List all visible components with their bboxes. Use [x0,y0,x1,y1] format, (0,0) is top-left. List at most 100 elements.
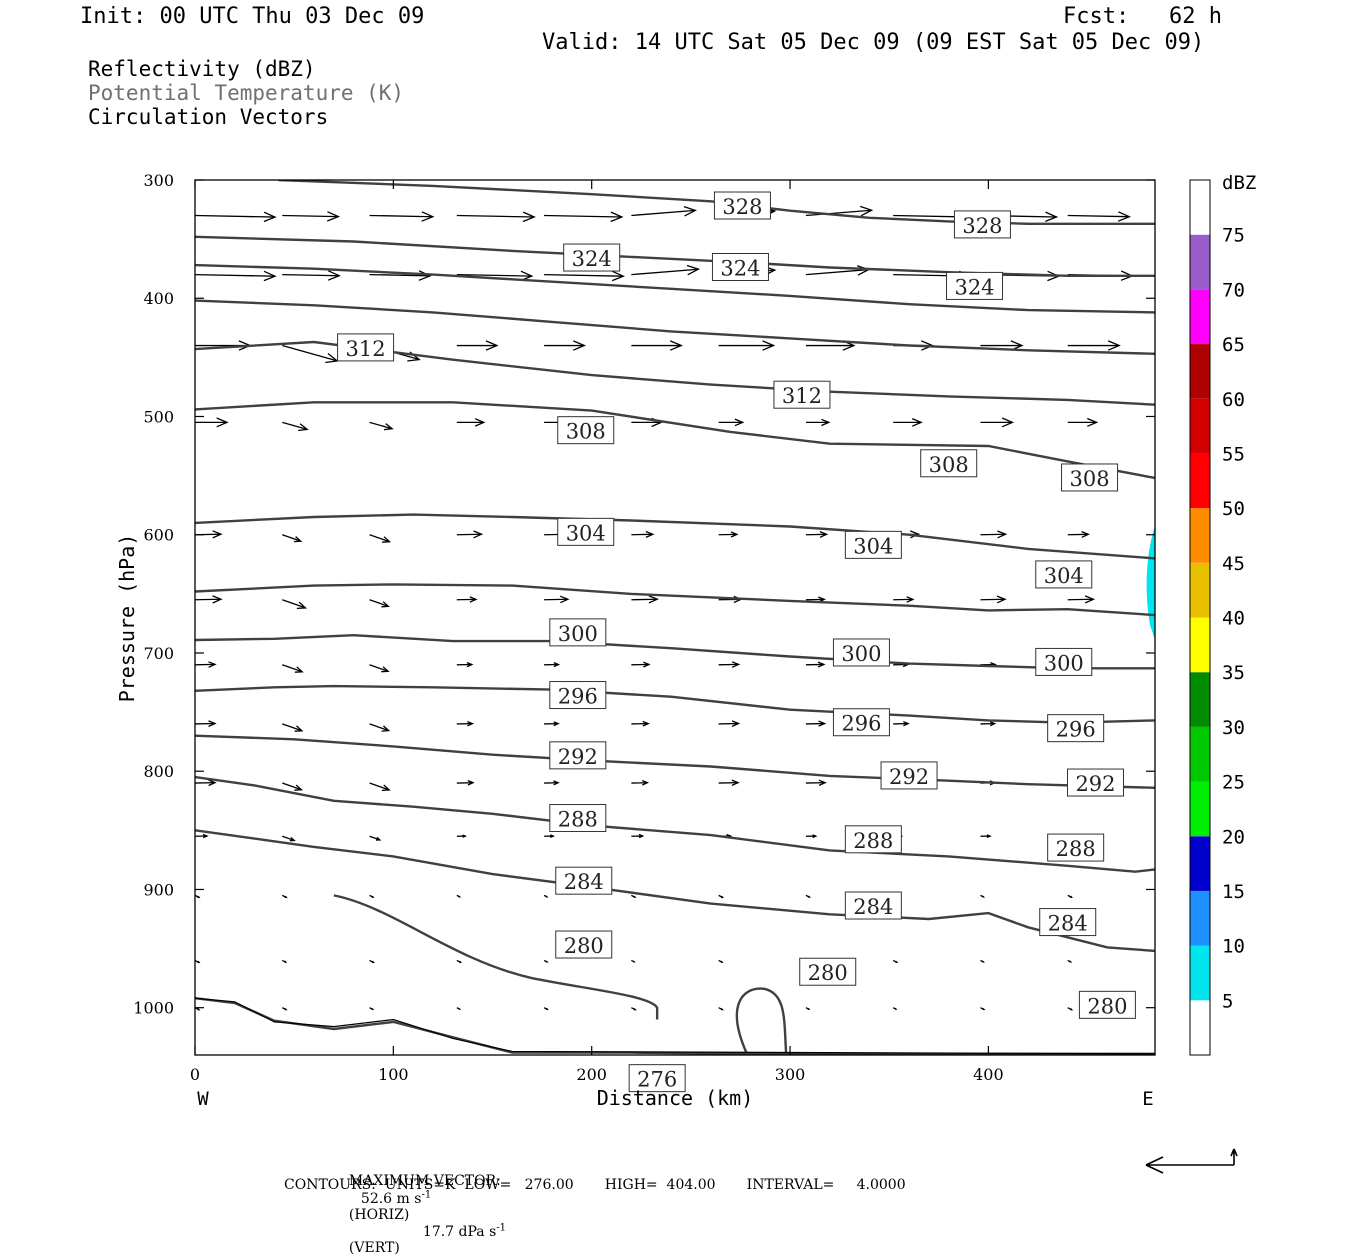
y-tick-label: 800 [143,762,174,781]
colorbar-level-label: 75 [1222,225,1245,247]
y-tick-label: 1000 [133,999,174,1018]
colorbar-level-label: 5 [1222,990,1233,1012]
colorbar-level-label: 15 [1222,881,1245,903]
vector-shaft [195,275,275,277]
contour-label-328: 328 [954,211,1010,238]
vector-shaft [282,346,337,361]
vector-shaft [1068,215,1130,216]
contour-label-288: 288 [1048,834,1104,861]
contour-label-328: 328 [714,192,770,219]
x-tick-label: 300 [775,1065,806,1084]
y-tick-label: 700 [143,644,174,663]
colorbar-unit: dBZ [1222,172,1256,194]
contour-label-296: 296 [833,709,889,736]
svg-text:284: 284 [564,870,604,894]
max-horiz-value: 52.6 m s-1 [361,1191,431,1207]
contour-label-324: 324 [947,272,1003,299]
vector-shaft [980,534,1005,535]
svg-text:300: 300 [841,642,881,666]
svg-text:288: 288 [853,829,893,853]
vector-shaft [282,600,305,608]
svg-text:328: 328 [722,195,762,219]
colorbar-swatch [1190,618,1210,673]
contour-label-300: 300 [1036,648,1092,675]
svg-text:324: 324 [572,247,612,271]
svg-text:300: 300 [1044,651,1084,675]
svg-text:280: 280 [564,934,604,958]
colorbar-swatch [1190,727,1210,782]
contour-label-308: 308 [558,417,614,444]
svg-text:308: 308 [1069,467,1109,491]
y-tick-label: 400 [143,289,174,308]
theta-contour-280 [195,830,1155,951]
contour-label-308: 308 [921,450,977,477]
colorbar-swatch [1190,563,1210,618]
y-axis-label: Pressure (hPa) [115,534,139,703]
contour-label-300: 300 [550,619,606,646]
reference-arrow-vertical [1231,1149,1237,1165]
contour-label-280: 280 [1079,991,1135,1018]
contour-label-284: 284 [556,867,612,894]
colorbar-level-label: 25 [1222,772,1245,794]
x-tick-label: 400 [973,1065,1004,1084]
x-tick-label: 0 [190,1065,200,1084]
contour-label-284: 284 [845,892,901,919]
svg-text:288: 288 [558,808,598,832]
svg-text:300: 300 [558,622,598,646]
y-tick-label: 900 [143,880,174,899]
colorbar-swatch [1190,836,1210,891]
reference-arrow [1146,1149,1237,1173]
y-tick-label: 300 [143,171,174,190]
colorbar-swatch [1190,235,1210,290]
max-vert-value: 17.7 dPa s-1 [423,1224,506,1240]
x-tick-label: 200 [576,1065,607,1084]
contour-label-292: 292 [1067,769,1123,796]
x-axis-label: Distance (km) [597,1086,754,1110]
vector-shaft [282,215,338,216]
colorbar-level-label: 65 [1222,334,1245,356]
contour-label-324: 324 [564,244,620,271]
contour-label-280: 280 [556,931,612,958]
contour-label-324: 324 [712,254,768,281]
svg-text:324: 324 [954,275,994,299]
colorbar-swatch [1190,782,1210,837]
y-tick-label: 500 [143,407,174,426]
vector-shaft [544,215,622,217]
contour-label-312: 312 [338,334,394,361]
svg-text:296: 296 [1056,718,1096,742]
x-axis-right-end: E [1142,1088,1153,1110]
colorbar-level-label: 50 [1222,498,1245,520]
svg-text:280: 280 [1087,994,1127,1018]
svg-text:328: 328 [962,214,1002,238]
vector-shaft [544,275,623,277]
contour-label-288: 288 [845,826,901,853]
svg-text:284: 284 [853,895,893,919]
colorbar-level-label: 40 [1222,608,1245,630]
theta-contour-292 [195,686,1155,723]
vector-shaft [195,215,275,217]
colorbar-level-label: 60 [1222,389,1245,411]
vector-head [459,1008,460,1009]
vector-shaft [282,275,339,276]
svg-text:280: 280 [808,961,848,985]
svg-text:312: 312 [782,384,822,408]
theta-contour-320 [195,265,1155,312]
theta-contour-308 [195,402,1155,478]
colorbar-swatch [1190,946,1210,1001]
colorbar-swatch [1190,344,1210,399]
svg-text:304: 304 [566,521,606,545]
reflectivity-echo [1147,525,1155,640]
y-tick-label: 600 [143,526,174,545]
colorbar-swatch [1190,508,1210,563]
colorbar-swatch [1190,672,1210,727]
contour-label-292: 292 [550,742,606,769]
colorbar-level-label: 35 [1222,662,1245,684]
contour-label-284: 284 [1040,909,1096,936]
colorbar-swatch [1190,1000,1210,1055]
plot-frame [195,180,1155,1055]
colorbar-level-label: 10 [1222,936,1245,958]
horiz-tag: (HORIZ) [349,1207,409,1223]
colorbar-swatch [1190,891,1210,946]
svg-text:284: 284 [1048,912,1088,936]
